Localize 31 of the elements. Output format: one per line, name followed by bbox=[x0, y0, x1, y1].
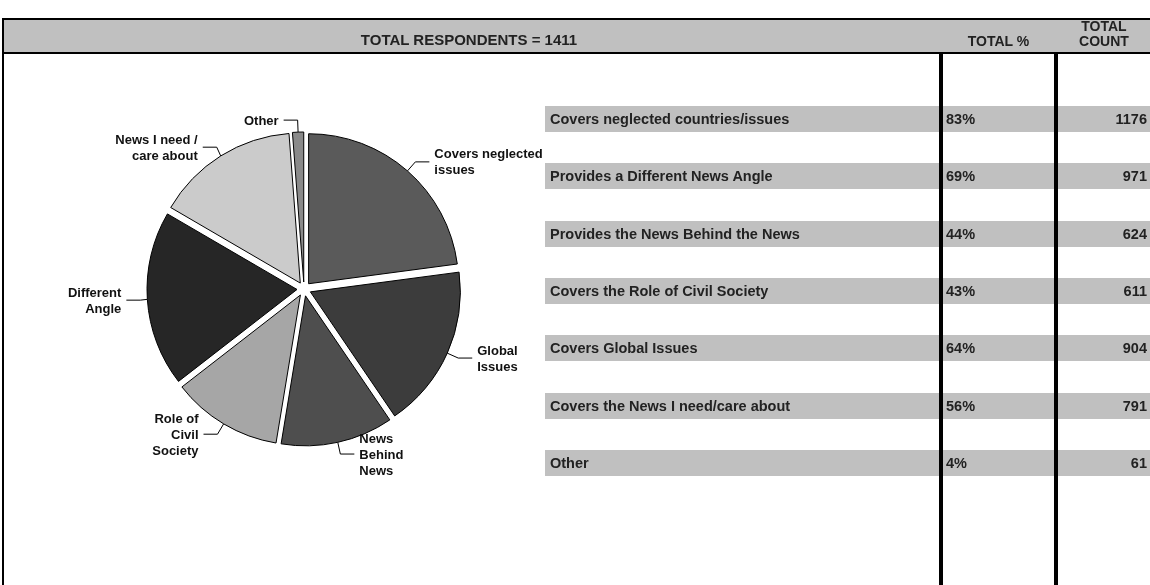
text: 624 bbox=[1058, 220, 1150, 247]
text: TOTAL COUNT bbox=[1078, 18, 1130, 49]
category-label: Covers the News I need/care about bbox=[545, 392, 939, 419]
text: 64% bbox=[943, 335, 1054, 362]
category-label: Covers Global Issues bbox=[545, 335, 939, 362]
slice-label: Covers neglected issues bbox=[434, 146, 543, 178]
text: 69% bbox=[943, 163, 1054, 190]
category-label: Covers neglected countries/issues bbox=[545, 106, 939, 132]
text: 971 bbox=[1058, 163, 1150, 190]
slice-label: Other bbox=[243, 112, 279, 128]
text: 83% bbox=[943, 106, 1054, 132]
text: 1176 bbox=[1058, 106, 1150, 132]
slice-label: News Behind News bbox=[359, 430, 404, 478]
category-label: Provides a Different News Angle bbox=[545, 163, 939, 190]
text: 4% bbox=[943, 449, 1054, 476]
text: 56% bbox=[943, 392, 1054, 419]
text: 791 bbox=[1058, 392, 1150, 419]
slice-label: Role of Civil Society bbox=[152, 410, 200, 458]
text: 611 bbox=[1058, 277, 1150, 304]
text: 904 bbox=[1058, 335, 1150, 362]
slice-label: News I need / care about bbox=[115, 131, 199, 163]
text: 43% bbox=[943, 277, 1054, 304]
category-label: Provides the News Behind the News bbox=[545, 220, 939, 247]
text: 61 bbox=[1058, 449, 1150, 476]
text: TOTAL % bbox=[966, 33, 1031, 49]
slice-label: Different Angle bbox=[67, 284, 123, 316]
chart-title: TOTAL RESPONDENTS = 1411 bbox=[359, 31, 579, 48]
slice-label: Global Issues bbox=[477, 342, 518, 374]
category-label: Covers the Role of Civil Society bbox=[545, 277, 939, 304]
category-label: Other bbox=[545, 449, 939, 476]
text: 44% bbox=[943, 220, 1054, 247]
